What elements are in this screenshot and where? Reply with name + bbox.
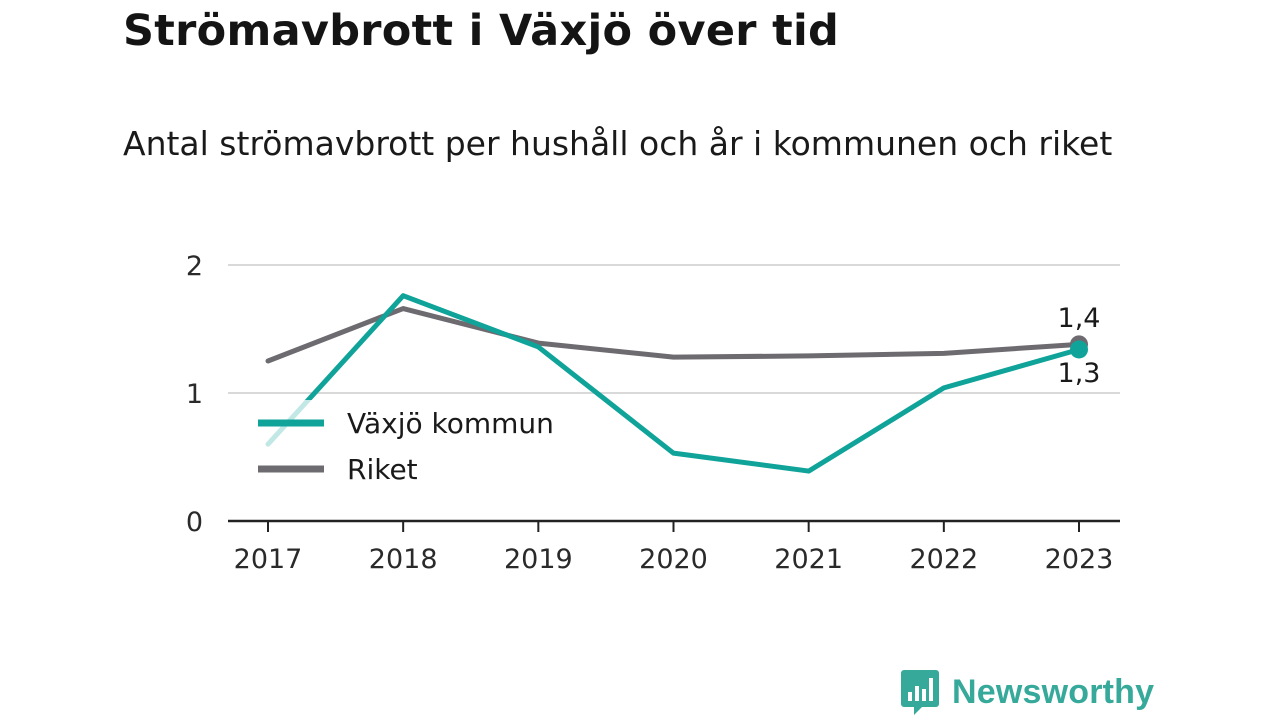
legend-label: Riket <box>347 453 418 486</box>
legend: Växjö kommun Riket <box>250 400 580 500</box>
brand-name: Newsworthy <box>952 672 1155 711</box>
legend-background <box>250 400 580 500</box>
x-tick-label: 2022 <box>909 544 978 575</box>
series-end-marker <box>1070 340 1088 359</box>
end-label-vaxjo: 1,3 <box>1058 358 1101 389</box>
grid-lines <box>228 264 1120 394</box>
x-tick-label: 2020 <box>639 544 708 575</box>
chart-title: Strömavbrott i Växjö över tid <box>123 6 840 56</box>
newsworthy-logo: Newsworthy <box>900 668 1154 716</box>
bar-chart-speech-icon <box>901 670 939 715</box>
x-tick-label: 2021 <box>774 544 843 575</box>
end-label-riket: 1,4 <box>1058 303 1101 334</box>
x-tick-label: 2018 <box>369 544 438 575</box>
x-axis: 2017 2018 2019 2020 2021 2022 2023 <box>228 519 1120 575</box>
series-line <box>265 293 1082 474</box>
end-labels: 1,4 1,3 <box>1058 303 1101 389</box>
y-tick-labels: 0 1 2 <box>186 251 203 538</box>
y-tick-label: 2 <box>186 251 203 282</box>
x-tick-label: 2017 <box>234 544 303 575</box>
x-tick-label: 2023 <box>1045 544 1114 575</box>
series-line <box>265 306 1082 364</box>
series-lines <box>265 293 1088 474</box>
legend-label: Växjö kommun <box>347 407 554 440</box>
chart-subtitle: Antal strömavbrott per hushåll och år i … <box>123 124 1113 163</box>
x-tick-label: 2019 <box>504 544 573 575</box>
y-tick-label: 1 <box>186 379 203 410</box>
y-tick-label: 0 <box>186 507 203 538</box>
